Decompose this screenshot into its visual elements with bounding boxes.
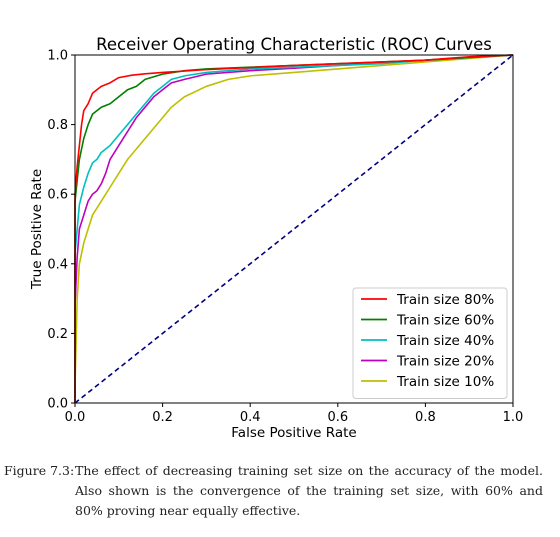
x-axis-label: False Positive Rate — [231, 425, 356, 440]
y-tick-label: 0.6 — [47, 188, 68, 203]
legend-label: Train size 10% — [396, 374, 494, 390]
x-tick-label: 0.2 — [152, 410, 173, 425]
series-line-train-size-80 — [74, 54, 514, 403]
legend-label: Train size 60% — [396, 313, 494, 329]
y-tick-label: 0.2 — [47, 327, 68, 342]
x-tick-label: 0.8 — [415, 410, 436, 425]
caption-label: Figure 7.3: — [4, 463, 75, 478]
legend-label: Train size 80% — [396, 292, 494, 308]
x-tick-label: 0.0 — [65, 410, 86, 425]
legend-label: Train size 20% — [396, 354, 494, 370]
x-tick-label: 0.4 — [240, 410, 261, 425]
y-tick-label: 0.4 — [47, 257, 68, 272]
chart-title: Receiver Operating Characteristic (ROC) … — [96, 35, 492, 54]
y-tick-label: 0.8 — [47, 118, 68, 133]
series-line-train-size-40 — [74, 54, 514, 403]
x-tick-label: 0.6 — [327, 410, 348, 425]
legend-label: Train size 40% — [396, 333, 494, 349]
y-axis-label: True Positive Rate — [29, 169, 45, 290]
caption-text: The effect of decreasing training set si… — [75, 463, 543, 518]
legend-box — [352, 287, 508, 399]
roc-chart: Receiver Operating Characteristic (ROC) … — [29, 35, 524, 440]
y-tick-label: 0.0 — [47, 397, 68, 412]
roc-figure: Receiver Operating Characteristic (ROC) … — [29, 35, 524, 440]
x-tick-label: 1.0 — [503, 410, 524, 425]
series-line-train-size-10 — [74, 54, 514, 403]
plot-frame — [74, 54, 514, 404]
y-tick-label: 1.0 — [47, 49, 68, 64]
